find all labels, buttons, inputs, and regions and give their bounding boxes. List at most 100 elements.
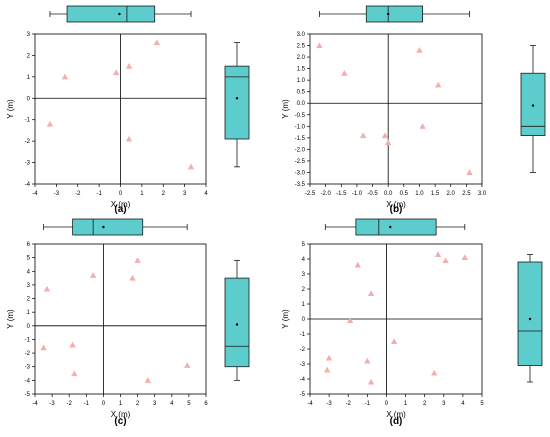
y-tick-label: 2	[302, 287, 306, 293]
data-point	[466, 169, 473, 176]
x-tick-label: 0.0	[384, 191, 393, 197]
y-axis-label: Y (m)	[6, 99, 15, 119]
data-point	[129, 274, 136, 281]
x-boxplot-box	[355, 218, 437, 236]
y-tick-label: -1	[25, 118, 31, 124]
y-tick-label: -3.0	[295, 170, 306, 176]
x-tick-label: 5	[480, 401, 484, 407]
x-tick-label: -4	[32, 401, 38, 407]
x-tick-label: 1.5	[431, 191, 440, 197]
x-tick-label: 4	[204, 191, 208, 197]
data-point	[442, 257, 449, 264]
x-tick-label: 3	[183, 191, 187, 197]
x-boxplot-box	[365, 5, 423, 23]
x-tick-label: -1	[84, 401, 90, 407]
data-point	[461, 254, 468, 261]
data-point	[46, 120, 54, 127]
y-tick-label: 3	[302, 272, 306, 278]
x-tick-label: 6	[204, 401, 208, 407]
data-point	[354, 261, 361, 268]
data-point	[325, 354, 333, 361]
y-tick-label: 2.0	[297, 55, 306, 61]
x-tick-label: -2.5	[305, 191, 316, 197]
x-tick-label: -2	[346, 401, 352, 407]
x-boxplot-mean	[118, 12, 121, 16]
plot-frame	[34, 243, 207, 395]
y-tick-label: -3.5	[295, 182, 306, 188]
data-point	[390, 338, 398, 345]
y-tick-label: -2.5	[295, 159, 306, 165]
plot-frame	[309, 33, 483, 185]
x-boxplot-box	[72, 218, 144, 236]
y-tick-label: 5	[302, 242, 306, 248]
y-tick-label: -2.0	[295, 147, 306, 153]
y-tick-label: -3	[25, 365, 31, 371]
y-tick-label: 2	[27, 53, 31, 59]
data-point	[316, 42, 323, 49]
data-point	[153, 39, 161, 46]
y-tick-label: -5	[25, 392, 31, 398]
x-tick-label: -1	[96, 191, 102, 197]
data-point	[416, 46, 423, 53]
y-tick-label: -4	[300, 377, 306, 383]
data-point	[419, 123, 426, 129]
x-boxplot-box	[66, 5, 156, 23]
y-tick-label: 2.5	[297, 44, 306, 50]
x-tick-label: 2.5	[462, 191, 471, 197]
y-tick-label: 1.0	[297, 78, 306, 84]
x-boxplot-mean	[389, 225, 392, 229]
x-axis-label: X (m)	[111, 200, 131, 209]
x-tick-label: 3	[442, 401, 446, 407]
x-tick-label: 4	[170, 401, 174, 407]
y-tick-label: -3	[25, 161, 31, 167]
data-point	[125, 62, 133, 69]
x-tick-label: 5	[187, 401, 191, 407]
data-point	[341, 70, 348, 76]
y-tick-label: -1.5	[295, 136, 306, 142]
y-tick-label: -1.0	[295, 124, 306, 130]
y-tick-label: 4	[302, 257, 306, 263]
x-tick-label: 2	[423, 401, 427, 407]
y-boxplot-mean	[531, 104, 535, 107]
x-tick-label: -4	[32, 191, 38, 197]
y-tick-label: 5	[27, 256, 31, 262]
y-tick-label: -2	[25, 139, 31, 145]
data-point	[40, 344, 47, 351]
data-point	[187, 163, 195, 170]
panel-b: -2.5 -2.0 -1.5 -1.0 -0.5 0.0 0.5 1.0 1.5 2.0 2.5 3.…	[281, 5, 546, 215]
x-boxplot-mean	[102, 225, 105, 229]
x-tick-label: -3	[54, 191, 60, 197]
y-tick-label: 3	[27, 283, 31, 289]
data-point	[381, 132, 389, 139]
x-tick-label: -0.5	[367, 191, 378, 197]
y-tick-label: 0	[27, 96, 31, 102]
x-tick-label: 0	[119, 191, 123, 197]
x-tick-label: -1.5	[336, 191, 347, 197]
x-tick-label: -1.0	[352, 191, 363, 197]
data-point	[367, 378, 375, 385]
y-tick-label: -4	[25, 182, 31, 188]
x-tick-label: 3.0	[478, 191, 487, 197]
y-tick-label: 0	[27, 324, 31, 330]
panel-label: (c)	[114, 416, 126, 427]
y-tick-label: -2	[25, 351, 31, 357]
y-tick-label: 0	[302, 317, 306, 323]
x-tick-label: 1	[404, 401, 408, 407]
y-boxplot-box	[224, 277, 250, 368]
data-point	[384, 139, 392, 146]
y-axis-label: Y (m)	[6, 309, 15, 329]
y-tick-label: 0.5	[297, 90, 306, 96]
y-axis-label: Y (m)	[281, 309, 290, 329]
data-point	[346, 317, 354, 324]
y-tick-label: 4	[27, 269, 31, 275]
y-tick-label: 6	[27, 242, 31, 248]
x-tick-label: -3	[49, 401, 55, 407]
x-tick-label: -2	[75, 191, 81, 197]
y-tick-label: 0.0	[297, 101, 306, 107]
data-point	[364, 357, 371, 364]
data-point	[89, 272, 97, 278]
x-tick-label: 0.5	[400, 191, 409, 197]
